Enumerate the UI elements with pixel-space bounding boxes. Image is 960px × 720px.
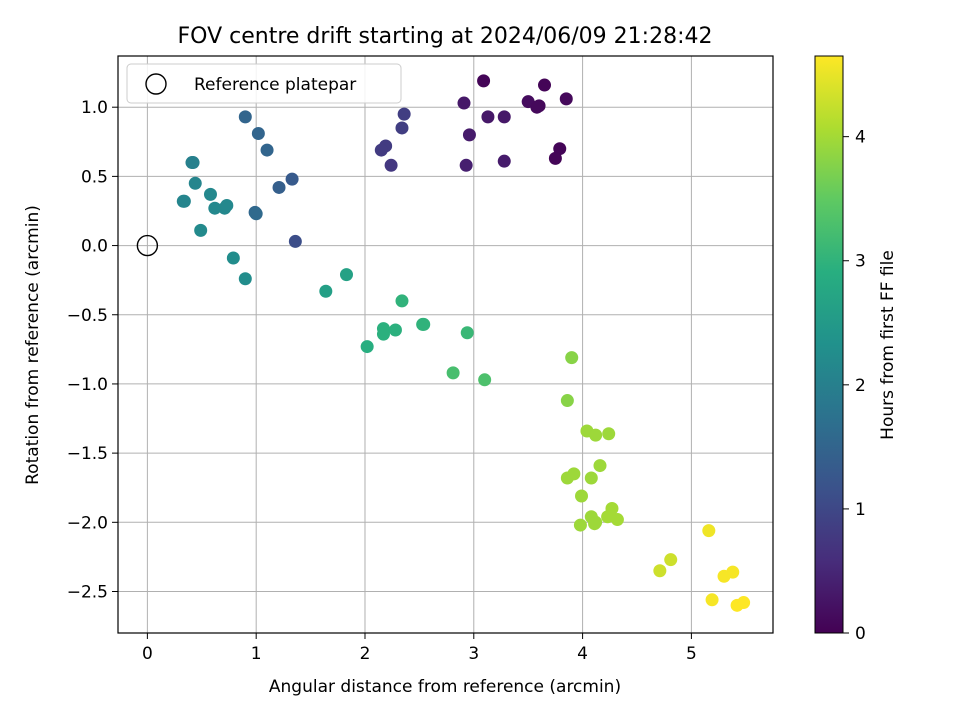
data-point: [238, 110, 252, 124]
data-point: [220, 198, 234, 212]
data-point: [705, 593, 719, 607]
legend-box: [126, 63, 402, 104]
data-point: [249, 207, 263, 221]
colorbar-gradient: [814, 55, 844, 634]
data-point: [567, 467, 581, 481]
data-point: [737, 596, 751, 610]
data-point: [446, 366, 460, 380]
data-point: [459, 158, 473, 172]
x-tick-label: 0: [142, 644, 153, 664]
y-axis: −2.5 −2.0 −1.5 −1.0 −0.5 0.0 0.5 1.0: [67, 98, 118, 602]
data-point: [460, 326, 474, 340]
colorbar: 0 1 2 3 4 Hours from first FF file: [814, 55, 898, 644]
data-point: [605, 501, 619, 515]
data-point: [653, 564, 667, 578]
reference-platepar-marker: [136, 234, 159, 257]
x-tick-label: 2: [360, 644, 371, 664]
data-point: [538, 78, 552, 92]
grid: [118, 56, 773, 633]
data-point: [565, 351, 579, 365]
data-point: [462, 128, 476, 142]
data-point: [188, 176, 202, 190]
data-point: [395, 294, 409, 308]
data-point: [477, 74, 491, 88]
plot-frame: [117, 55, 774, 634]
data-point: [593, 459, 607, 473]
data-point: [560, 394, 574, 408]
data-point: [397, 107, 411, 121]
data-point: [559, 92, 573, 106]
data-point: [530, 100, 544, 114]
data-point: [272, 180, 286, 194]
y-tick-label: 0.5: [81, 167, 108, 187]
data-point: [176, 194, 190, 208]
data-point: [575, 489, 589, 503]
data-point: [395, 121, 409, 135]
y-tick-label: −0.5: [67, 306, 108, 326]
data-point: [319, 284, 333, 298]
data-point: [376, 327, 390, 341]
y-tick-label: −1.5: [67, 444, 108, 464]
data-point: [238, 272, 252, 286]
data-point: [553, 142, 567, 156]
x-axis: 0 1 2 3 4 5: [142, 633, 697, 664]
legend-entry-reference: Reference platepar: [194, 75, 356, 95]
x-axis-label: Angular distance from reference (arcmin): [269, 677, 621, 697]
data-point: [478, 373, 492, 387]
colorbar-tick-label: 0: [855, 624, 866, 644]
data-point: [588, 517, 602, 531]
data-point: [360, 340, 374, 354]
data-point: [226, 251, 240, 265]
data-point: [589, 428, 603, 442]
data-point: [457, 96, 471, 110]
data-point: [417, 317, 431, 331]
colorbar-label: Hours from first FF file: [878, 250, 898, 440]
data-point: [260, 143, 274, 157]
data-point: [186, 156, 200, 170]
x-tick-label: 3: [468, 644, 479, 664]
data-points: [176, 74, 751, 612]
colorbar-ticks: 0 1 2 3 4: [843, 128, 866, 644]
colorbar-tick-label: 2: [855, 376, 866, 396]
x-tick-label: 1: [251, 644, 262, 664]
y-axis-label: Rotation from reference (arcmin): [23, 205, 43, 485]
data-point: [702, 524, 716, 538]
y-tick-label: −1.0: [67, 375, 108, 395]
data-point: [388, 323, 402, 337]
data-point: [208, 201, 222, 215]
data-point: [610, 513, 624, 527]
data-point: [573, 518, 587, 532]
data-point: [384, 158, 398, 172]
reference-marker-layer: [136, 234, 159, 257]
data-point: [203, 187, 217, 201]
colorbar-tick-label: 4: [855, 128, 866, 148]
data-point: [194, 223, 208, 237]
data-point: [664, 553, 678, 567]
y-tick-label: −2.0: [67, 513, 108, 533]
data-point: [497, 154, 511, 168]
data-point: [584, 471, 598, 485]
data-point: [548, 151, 562, 165]
x-tick-label: 4: [577, 644, 588, 664]
data-point: [374, 143, 388, 157]
data-point: [481, 110, 495, 124]
x-tick-label: 5: [686, 644, 697, 664]
colorbar-tick-label: 3: [855, 252, 866, 272]
y-tick-label: 1.0: [81, 98, 108, 118]
data-point: [251, 126, 265, 140]
legend-reference-marker: [145, 73, 167, 95]
data-point: [602, 427, 616, 441]
data-point: [339, 268, 353, 282]
legend: Reference platepar: [126, 63, 402, 104]
data-point: [726, 565, 740, 579]
data-point: [497, 110, 511, 124]
y-tick-label: 0.0: [81, 237, 108, 257]
colorbar-tick-label: 1: [855, 500, 866, 520]
y-tick-label: −2.5: [67, 582, 108, 602]
data-point: [288, 234, 302, 248]
data-point: [285, 172, 299, 186]
chart-title: FOV centre drift starting at 2024/06/09 …: [178, 24, 713, 49]
